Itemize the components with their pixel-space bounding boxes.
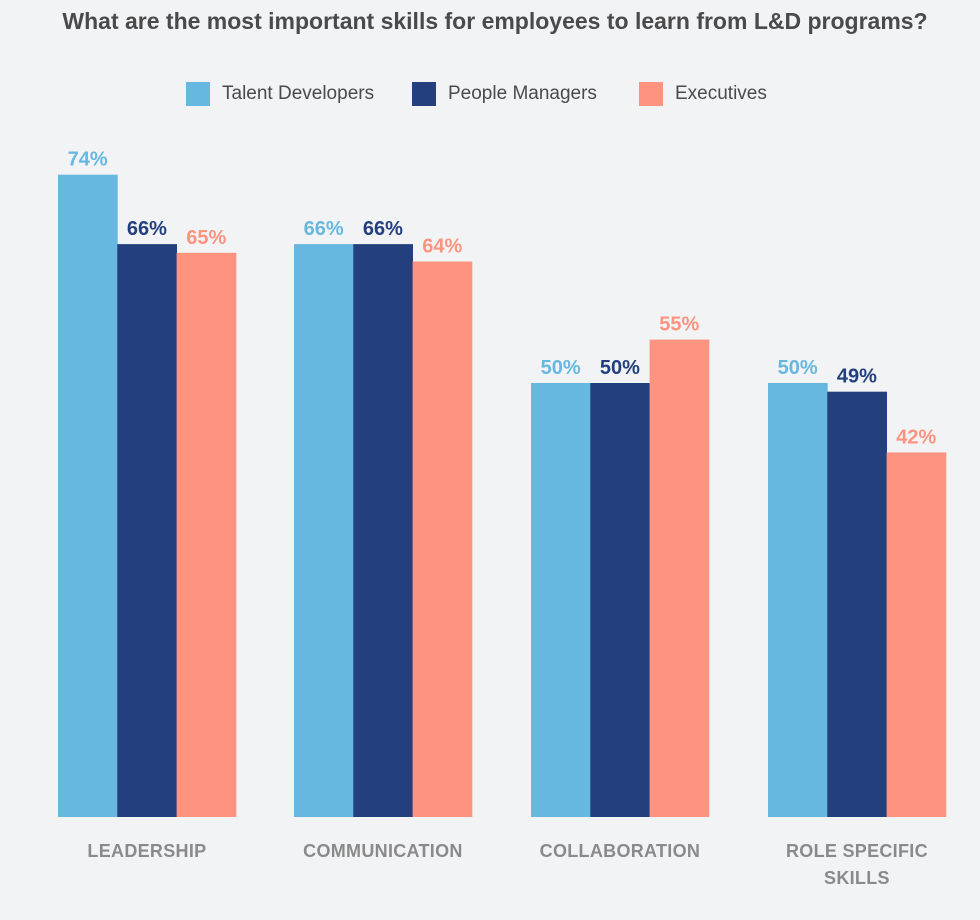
data-label-role-specific-skills-people-managers: 49%: [837, 366, 877, 388]
legend-item-executives: Executives: [639, 82, 767, 106]
category-label-leadership: LEADERSHIP: [37, 838, 257, 865]
data-label-leadership-talent-developers: 74%: [68, 149, 108, 171]
category-label-line: SKILLS: [824, 868, 890, 888]
legend-item-people-managers: People Managers: [412, 82, 597, 106]
data-label-role-specific-skills-talent-developers: 50%: [778, 357, 818, 379]
bar-role-specific-skills-executives: [886, 452, 947, 817]
bar-role-specific-skills-people-managers: [827, 391, 887, 817]
category-label-line: COLLABORATION: [539, 841, 701, 861]
legend-swatch-executives: [639, 82, 663, 106]
chart-title: What are the most important skills for e…: [62, 8, 928, 34]
bar-leadership-people-managers: [117, 244, 177, 817]
category-label-communication: COMMUNICATION: [273, 838, 493, 865]
data-label-leadership-people-managers: 66%: [127, 218, 167, 240]
category-label-line: LEADERSHIP: [87, 841, 207, 861]
legend-item-talent-developers: Talent Developers: [186, 82, 374, 106]
category-label-role-specific-skills: ROLE SPECIFIC SKILLS: [747, 838, 967, 892]
bar-collaboration-executives: [649, 339, 710, 817]
legend-label-people-managers: People Managers: [448, 83, 597, 104]
bar-leadership-talent-developers: [58, 174, 118, 817]
bar-role-specific-skills-talent-developers: [768, 383, 828, 817]
data-label-communication-executives: 64%: [422, 235, 462, 257]
data-label-communication-talent-developers: 66%: [304, 218, 344, 240]
category-label-line: ROLE SPECIFIC: [785, 841, 928, 861]
category-label-line: COMMUNICATION: [303, 841, 463, 861]
bar-communication-executives: [412, 261, 473, 818]
bar-collaboration-people-managers: [590, 383, 650, 817]
data-label-leadership-executives: 65%: [186, 227, 226, 249]
data-label-communication-people-managers: 66%: [363, 218, 403, 240]
bar-communication-talent-developers: [294, 244, 354, 817]
bar-collaboration-talent-developers: [531, 383, 591, 817]
bar-communication-people-managers: [353, 244, 413, 817]
data-label-collaboration-talent-developers: 50%: [541, 357, 581, 379]
legend-label-executives: Executives: [675, 83, 767, 104]
category-label-collaboration: COLLABORATION: [510, 838, 730, 865]
data-label-role-specific-skills-executives: 42%: [896, 426, 936, 448]
data-label-collaboration-executives: 55%: [659, 314, 699, 336]
legend-label-talent-developers: Talent Developers: [222, 83, 375, 104]
data-label-collaboration-people-managers: 50%: [600, 357, 640, 379]
bar-leadership-executives: [176, 252, 237, 818]
legend-swatch-talent-developers: [186, 82, 210, 106]
legend: Talent Developers People Managers Execut…: [0, 82, 980, 108]
legend-swatch-people-managers: [412, 82, 436, 106]
